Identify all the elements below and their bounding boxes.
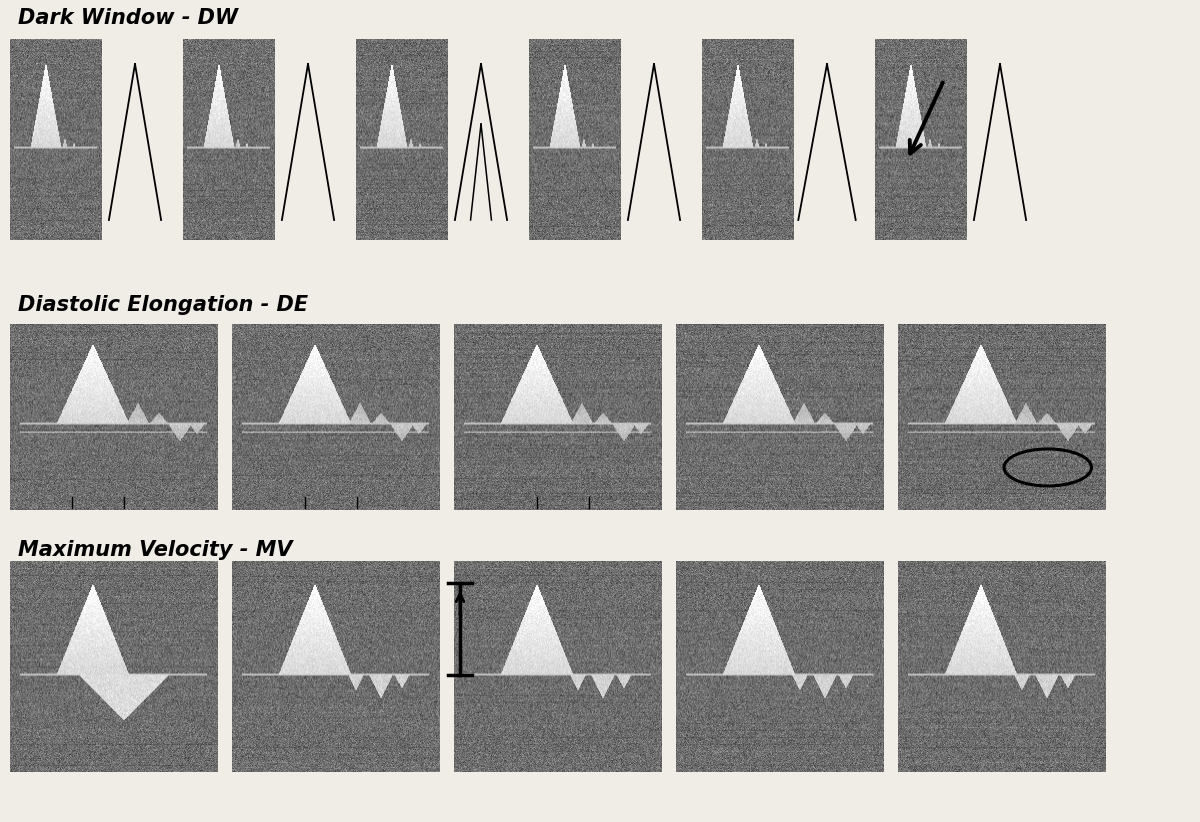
Text: Diastolic Elongation - DE: Diastolic Elongation - DE (18, 295, 308, 315)
Text: Dark Window - DW: Dark Window - DW (18, 8, 238, 28)
Text: Maximum Velocity - MV: Maximum Velocity - MV (18, 540, 293, 560)
